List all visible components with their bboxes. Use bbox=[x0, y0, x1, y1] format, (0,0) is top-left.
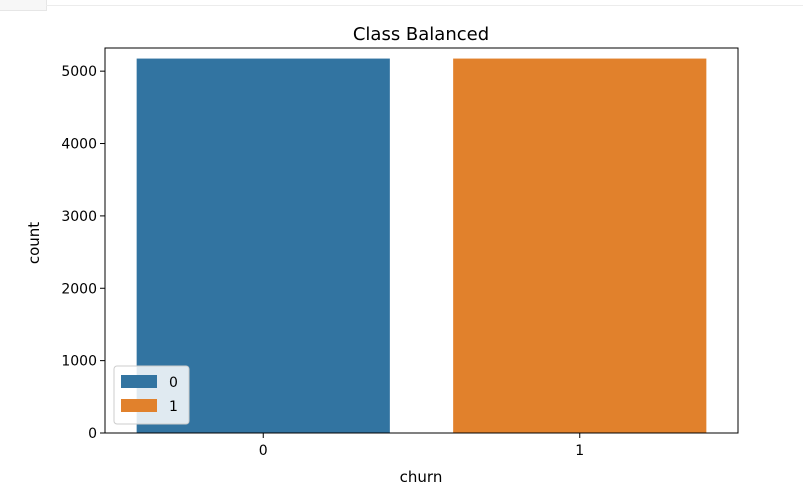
legend-swatch-1 bbox=[121, 399, 157, 412]
y-tick-label: 4000 bbox=[61, 137, 97, 153]
legend-label: 1 bbox=[169, 399, 178, 415]
y-axis-label: count bbox=[25, 222, 43, 264]
legend-swatch-0 bbox=[121, 375, 157, 388]
cell-divider bbox=[46, 0, 803, 6]
legend-label: 0 bbox=[169, 375, 178, 391]
y-tick-label: 1000 bbox=[61, 354, 97, 370]
legend: 01 bbox=[113, 365, 190, 425]
y-tick-label: 3000 bbox=[61, 209, 97, 225]
y-tick-label: 0 bbox=[88, 426, 97, 442]
chart-title: Class Balanced bbox=[353, 24, 489, 45]
x-axis-label: churn bbox=[400, 468, 443, 486]
x-tick-label: 0 bbox=[259, 443, 268, 459]
y-axis: 0 1000 2000 3000 4000 5000 bbox=[61, 64, 105, 442]
y-tick-label: 5000 bbox=[61, 64, 97, 80]
x-tick-label: 1 bbox=[575, 443, 584, 459]
bar-1 bbox=[453, 58, 707, 433]
plot-frame bbox=[104, 47, 739, 434]
y-tick-label: 2000 bbox=[61, 281, 97, 297]
bars-group bbox=[136, 58, 707, 433]
